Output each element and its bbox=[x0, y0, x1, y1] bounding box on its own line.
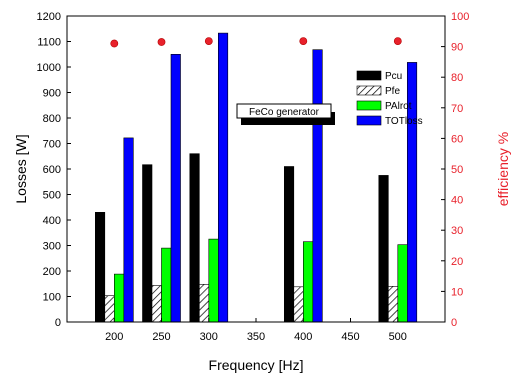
bar-palrot-500 bbox=[397, 244, 408, 323]
x-tick-label: 350 bbox=[247, 331, 265, 343]
efficiency-point-300 bbox=[204, 37, 213, 45]
y2-tick-label: 60 bbox=[451, 133, 463, 145]
y-tick-label: 700 bbox=[43, 139, 61, 151]
bar-palrot-250 bbox=[161, 247, 172, 323]
x-tick-label: 300 bbox=[200, 331, 218, 343]
legend-swatch-pfe bbox=[356, 85, 382, 96]
y2-tick-label: 10 bbox=[451, 286, 463, 298]
bar-pfe-500 bbox=[387, 285, 399, 323]
bar-palrot-300 bbox=[208, 238, 219, 323]
bar-pfe-200 bbox=[104, 295, 115, 323]
y-tick-label: 1200 bbox=[37, 11, 61, 23]
y-tick-label: 1000 bbox=[37, 62, 61, 74]
y2-tick-label: 0 bbox=[451, 317, 457, 329]
y2-tick-label: 50 bbox=[451, 164, 463, 176]
bar-totloss-300 bbox=[218, 32, 229, 323]
bar-pcu-250 bbox=[142, 164, 153, 323]
efficiency-point-400 bbox=[299, 37, 308, 45]
bar-totloss-200 bbox=[123, 137, 134, 323]
y2-tick-label: 90 bbox=[451, 42, 463, 54]
legend-label-totloss: TOTloss bbox=[385, 116, 423, 127]
legend-swatch-palrot bbox=[356, 100, 382, 111]
y2-tick-label: 30 bbox=[451, 225, 463, 237]
annotation-text: FeCo generator bbox=[249, 107, 320, 118]
bar-pcu-300 bbox=[189, 153, 200, 323]
x-tick-label: 400 bbox=[294, 331, 312, 343]
efficiency-point-250 bbox=[157, 38, 166, 46]
y-tick-label: 300 bbox=[43, 241, 61, 253]
y2-tick-label: 40 bbox=[451, 195, 463, 207]
bar-totloss-250 bbox=[170, 53, 181, 323]
bar-pfe-300 bbox=[199, 283, 210, 323]
annotation: FeCo generator bbox=[236, 103, 335, 125]
y2-tick-label: 20 bbox=[451, 256, 463, 268]
legend-swatch-totloss bbox=[356, 115, 382, 126]
y-tick-label: 900 bbox=[43, 88, 61, 100]
y-tick-label: 400 bbox=[43, 215, 61, 227]
bar-pfe-250 bbox=[151, 285, 162, 323]
y-tick-label: 600 bbox=[43, 164, 61, 176]
axes-layer: 200 250 300 350 400 450 5000100200300400500600… bbox=[37, 11, 470, 343]
legend-label-palrot: PAlrot bbox=[385, 101, 412, 112]
y-tick-label: 0 bbox=[55, 317, 61, 329]
bar-palrot-400 bbox=[302, 241, 314, 323]
bar-pcu-200 bbox=[95, 212, 106, 323]
legend: Pcu Pfe PAlrot TOTloss bbox=[356, 70, 423, 127]
y2-tick-label: 80 bbox=[451, 72, 463, 84]
y-tick-label: 100 bbox=[43, 292, 61, 304]
legend-label-pcu: Pcu bbox=[385, 71, 402, 82]
annotation-box bbox=[236, 103, 332, 119]
x-axis-title: Frequency [Hz] bbox=[209, 357, 304, 373]
bar-totloss-400 bbox=[312, 49, 323, 323]
y-tick-label: 200 bbox=[43, 266, 61, 278]
bar-pcu-400 bbox=[283, 166, 295, 323]
bar-pcu-500 bbox=[378, 175, 389, 323]
efficiency-point-500 bbox=[393, 37, 402, 45]
y-tick-label: 800 bbox=[43, 113, 61, 125]
x-tick-label: 250 bbox=[152, 331, 170, 343]
x-tick-label: 200 bbox=[105, 331, 123, 343]
y2-axis-title: efficiency % bbox=[495, 132, 511, 206]
bars-layer bbox=[95, 32, 418, 323]
legend-swatch-pcu bbox=[356, 70, 382, 81]
efficiency-points-layer bbox=[110, 37, 402, 48]
legend-label-pfe: Pfe bbox=[385, 86, 400, 97]
efficiency-point-200 bbox=[110, 39, 119, 48]
x-tick-label: 450 bbox=[341, 331, 359, 343]
bar-pfe-400 bbox=[293, 286, 304, 323]
y-tick-label: 1100 bbox=[37, 37, 61, 49]
bar-palrot-200 bbox=[114, 273, 125, 323]
y-axis-title: Losses [W] bbox=[13, 134, 29, 203]
x-tick-label: 500 bbox=[389, 331, 407, 343]
y2-tick-label: 100 bbox=[451, 11, 469, 23]
y2-tick-label: 70 bbox=[451, 103, 463, 115]
y-tick-label: 500 bbox=[43, 190, 61, 202]
